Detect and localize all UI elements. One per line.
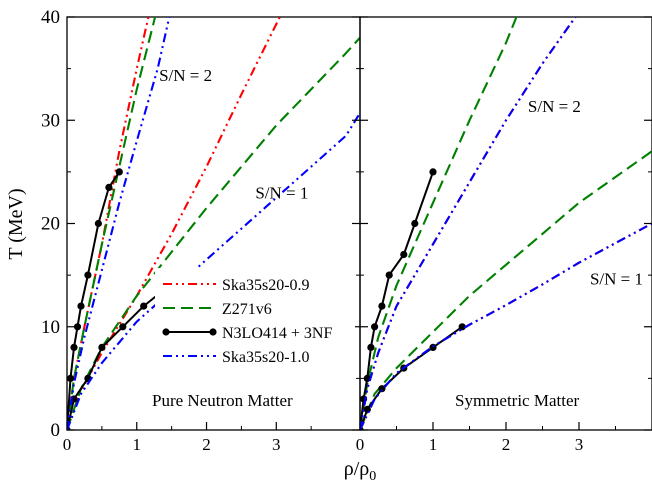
x-axis-label: ρ/ρ0	[344, 458, 377, 484]
left-ticks: 0 1 2 3	[63, 422, 312, 454]
data-point-n3lo414-3nf	[378, 302, 386, 310]
right-labels: S/N = 2 S/N = 1	[528, 97, 643, 288]
right-ticks: 0 1 2 3	[356, 422, 616, 454]
data-point-n3lo414-3nf	[400, 250, 408, 259]
left-curves	[67, 17, 360, 430]
data-point-n3lo414-3nf	[429, 343, 437, 351]
y-axis-label: T (MeV)	[5, 188, 27, 259]
y-axis: 0 10 20 30 40	[41, 7, 652, 441]
data-point-n3lo414-3nf	[371, 323, 379, 331]
data-point-n3lo414-3nf	[458, 323, 466, 331]
x-tick-label: 1	[133, 435, 142, 454]
s-n-label: S/N = 1	[255, 184, 308, 203]
left-panel-annotation: Pure Neutron Matter	[152, 391, 293, 410]
series-line-ska35s20-1-0-right-0	[360, 17, 577, 430]
x-tick-label: 3	[575, 435, 584, 454]
data-point-n3lo414-3nf	[119, 323, 127, 331]
data-point-n3lo414-3nf	[105, 183, 113, 191]
left-plot-frame	[66, 16, 361, 431]
series-line-ska35s20-1-0-left-0	[67, 17, 171, 430]
series-line-n3lo414-3nf-right-1	[360, 325, 463, 430]
data-point-n3lo414-3nf	[77, 302, 85, 310]
x-tick-label: 0	[356, 435, 365, 454]
legend-marker	[162, 328, 170, 336]
legend-label-z271v6: Z271v6	[222, 301, 272, 318]
data-point-n3lo414-3nf	[385, 271, 393, 279]
legend-items: Ska35s20-0.9 Z271v6 N3LO414 + 3NF Ska35s20-…	[162, 277, 332, 366]
series-line-n3lo414-3nf-right-0	[360, 171, 434, 430]
x-tick-label: 0	[63, 435, 72, 454]
legend-label-ska35s20-1-0: Ska35s20-1.0	[222, 349, 310, 366]
data-point-n3lo414-3nf	[115, 168, 123, 176]
right-curves	[360, 17, 652, 430]
data-point-n3lo414-3nf	[94, 219, 102, 228]
series-line-z271v6-left-1	[67, 36, 360, 430]
right-panel: 0 1 2 3 S/N = 2 S/N = 1 Symmetric Matter	[356, 16, 652, 454]
data-point-n3lo414-3nf	[367, 343, 375, 351]
x-axis-label-rho: ρ/ρ	[344, 458, 370, 480]
series-line-z271v6-right-1	[360, 150, 652, 430]
data-point-n3lo414-3nf	[84, 271, 92, 279]
data-point-n3lo414-3nf	[378, 385, 386, 393]
s-n-label: S/N = 2	[528, 97, 581, 116]
data-point-n3lo414-3nf	[429, 168, 437, 176]
legend: Ska35s20-0.9 Z271v6 N3LO414 + 3NF Ska35s20-…	[155, 268, 355, 368]
data-point-n3lo414-3nf	[70, 343, 78, 351]
x-tick-label: 2	[202, 435, 211, 454]
x-tick-label: 2	[502, 435, 511, 454]
x-tick-label: 1	[429, 435, 438, 454]
legend-label-n3lo414-3nf: N3LO414 + 3NF	[222, 325, 332, 342]
data-point-n3lo414-3nf	[73, 323, 82, 331]
y-tick-label: 30	[41, 110, 60, 131]
data-point-n3lo414-3nf	[140, 302, 148, 310]
series-line-z271v6-left-0	[67, 17, 157, 430]
left-labels: S/N = 2 S/N = 1	[159, 66, 308, 203]
x-tick-label: 3	[272, 435, 281, 454]
series-line-ska35s20-0-9-left-0	[67, 17, 150, 430]
data-point-n3lo414-3nf	[411, 219, 419, 228]
y-tick-label: 20	[41, 214, 60, 235]
legend-label-ska35s20-0-9: Ska35s20-0.9	[222, 277, 310, 294]
x-axis-label-subscript: 0	[369, 469, 376, 484]
s-n-label: S/N = 2	[159, 66, 212, 85]
right-panel-annotation: Symmetric Matter	[455, 391, 580, 410]
series-line-ska35s20-1-0-right-1	[360, 222, 652, 430]
data-point-n3lo414-3nf	[98, 343, 106, 351]
y-tick-label: 10	[41, 317, 60, 338]
series-line-ska35s20-0-9-right-0	[360, 17, 577, 430]
legend-marker	[209, 328, 217, 336]
y-tick-label: 0	[51, 420, 61, 441]
series-line-z271v6-right-0	[360, 17, 518, 430]
y-tick-label: 40	[41, 7, 60, 28]
left-panel: 0 1 2 3 S/N = 2 S/N = 1 Pure Neutron Matter	[63, 16, 361, 454]
s-n-label: S/N = 1	[590, 269, 643, 288]
